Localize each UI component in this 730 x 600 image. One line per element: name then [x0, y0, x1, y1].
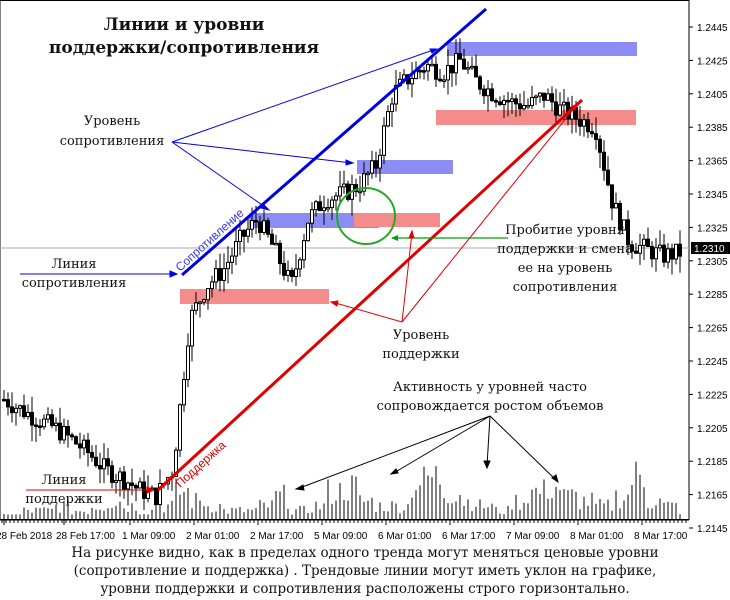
- volume-note-label-2: сопровождается ростом объемов: [377, 399, 604, 414]
- price-tick-label: 1.2305: [697, 257, 728, 268]
- support-line-arrow: [26, 486, 156, 494]
- time-axis: 28 Feb 2018 28 Feb 17:00 1 Mar 09:00 2 Mar …: [0, 520, 688, 542]
- support-level-label-2: поддержки: [382, 347, 459, 362]
- price-tick-label: 1.2425: [697, 56, 728, 67]
- price-tick-label: 1.2285: [697, 290, 728, 301]
- breakout-label-4: сопротивления: [513, 280, 618, 295]
- price-tick-label: 1.2145: [697, 524, 728, 535]
- resistance-level-arrows: [171, 48, 439, 211]
- time-tick-label: 8 Mar 17:00: [634, 531, 688, 542]
- support-line-label-2: поддержки: [25, 492, 102, 507]
- price-tick-label: 1.2385: [697, 123, 728, 134]
- time-tick-label: 2 Mar 01:00: [186, 531, 240, 542]
- price-tick-label: 1.2245: [697, 357, 728, 368]
- resistance-zone-top[interactable]: [447, 42, 637, 56]
- support-line-label-1: Линия: [41, 473, 86, 488]
- volume-note-label-1: Активность у уровней часто: [393, 380, 587, 395]
- chart-title-line1: Линии и уровни: [104, 15, 265, 35]
- price-tick-label: 1.2365: [697, 157, 728, 168]
- resistance-level-label-1: Уровень: [84, 114, 140, 129]
- chart-title-line2: поддержки/сопротивления: [49, 38, 319, 58]
- resistance-line-label-2: сопротивления: [22, 276, 127, 291]
- breakout-label-3: ее на уровень: [518, 261, 613, 276]
- breakout-label-1: Пробитие уровня: [505, 223, 625, 238]
- chart: Сопротивление Поддержка: [0, 0, 730, 542]
- time-tick-label: 1 Mar 09:00: [122, 531, 176, 542]
- price-tick-label: 1.2445: [697, 23, 728, 34]
- price-tick-label: 1.2325: [697, 223, 728, 234]
- price-tick-label: 1.2405: [697, 90, 728, 101]
- chart-frame: [0, 0, 690, 520]
- breakout-arrowhead: [391, 235, 398, 241]
- volume-bars: [3, 461, 681, 520]
- resistance-level-label-2: сопротивления: [60, 134, 165, 149]
- time-tick-label: 7 Mar 09:00: [506, 531, 560, 542]
- time-tick-label: 5 Mar 09:00: [314, 531, 368, 542]
- candlesticks: [2, 38, 682, 514]
- support-level-label-1: Уровень: [393, 328, 449, 343]
- price-tick-label: 1.2345: [697, 190, 728, 201]
- support-zone-low[interactable]: [180, 289, 329, 304]
- support-trendline[interactable]: [156, 98, 584, 492]
- figure-caption: На рисунке видно, как в пределах одного …: [0, 544, 730, 598]
- support-level-arrows: [329, 103, 580, 323]
- caption-line-2: (сопротивление и поддержка) . Трендовые …: [73, 563, 657, 579]
- current-price-label: 1.2310: [694, 244, 725, 255]
- resistance-line-label-1: Линия: [51, 257, 96, 272]
- current-price-badge: [691, 242, 730, 254]
- volume-arrows: [294, 415, 559, 491]
- time-tick-label: 6 Mar 01:00: [378, 531, 432, 542]
- price-axis: 1.2445 1.2425 1.2405 1.2385 1.2365 1.2345 1.23…: [689, 23, 728, 535]
- breakout-label-2: поддержки и смена: [497, 242, 633, 257]
- caption-line-1: На рисунке видно, как в пределах одного …: [71, 545, 659, 561]
- time-tick-label: 6 Mar 17:00: [442, 531, 496, 542]
- resistance-trendline[interactable]: [181, 7, 487, 277]
- time-tick-label: 28 Feb 17:00: [56, 531, 115, 542]
- price-tick-label: 1.2265: [697, 324, 728, 335]
- price-tick-label: 1.2225: [697, 390, 728, 401]
- time-tick-label: 28 Feb 2018: [0, 531, 53, 542]
- price-tick-label: 1.2185: [697, 457, 728, 468]
- price-tick-label: 1.2165: [697, 491, 728, 502]
- support-zone-top[interactable]: [436, 110, 636, 125]
- price-tick-label: 1.2205: [697, 424, 728, 435]
- resistance-line-arrow: [20, 270, 179, 278]
- caption-line-3: уровни поддержки и сопротивления располо…: [100, 581, 630, 597]
- support-zone-mid[interactable]: [354, 213, 440, 227]
- breakout-circle: [336, 187, 396, 245]
- time-tick-label: 2 Mar 17:00: [250, 531, 304, 542]
- time-tick-label: 8 Mar 01:00: [570, 531, 624, 542]
